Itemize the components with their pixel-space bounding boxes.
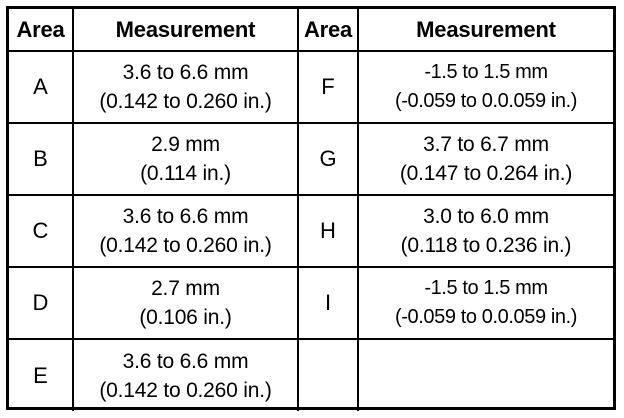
table-row: A 3.6 to 6.6 mm (0.142 to 0.260 in.) F -…: [9, 50, 613, 124]
measurement-cell: 3.7 to 6.7 mm (0.147 to 0.264 in.): [357, 122, 613, 196]
table-row: B 2.9 mm (0.114 in.) G 3.7 to 6.7 mm (0.…: [9, 122, 613, 196]
imperial-value: (0.118 to 0.236 in.): [400, 234, 572, 257]
measurement-cell: 2.9 mm (0.114 in.): [72, 122, 299, 196]
area-cell: E: [9, 338, 74, 411]
metric-value: 3.6 to 6.6 mm: [122, 349, 249, 373]
header-measurement-left: Measurement: [72, 9, 299, 52]
measurement-table-frame: Area Measurement Area Measurement A 3.6 …: [6, 6, 616, 411]
imperial-value: (-0.059 to 0.0.059 in.): [394, 306, 578, 328]
metric-value: -1.5 to 1.5 mm: [424, 61, 548, 83]
header-area-left: Area: [9, 9, 74, 52]
empty-area-cell: [297, 338, 359, 411]
measurement-cell: 3.6 to 6.6 mm (0.142 to 0.260 in.): [72, 194, 299, 268]
measurement-cell: 3.6 to 6.6 mm (0.142 to 0.260 in.): [72, 338, 299, 411]
measurement-cell: 2.7 mm (0.106 in.): [72, 266, 299, 340]
imperial-value: (0.106 in.): [139, 306, 232, 329]
header-area-right: Area: [297, 9, 359, 52]
metric-value: 2.9 mm: [151, 133, 220, 156]
imperial-value: (0.142 to 0.260 in.): [99, 90, 272, 113]
metric-value: 3.7 to 6.7 mm: [423, 133, 549, 156]
empty-measurement-cell: [357, 338, 613, 411]
measurement-cell: -1.5 to 1.5 mm (-0.059 to 0.0.059 in.): [357, 266, 613, 340]
metric-value: 3.0 to 6.0 mm: [423, 205, 549, 228]
metric-value: -1.5 to 1.5 mm: [424, 277, 548, 299]
measurement-table: Area Measurement Area Measurement A 3.6 …: [9, 9, 613, 411]
table-row: C 3.6 to 6.6 mm (0.142 to 0.260 in.) H 3…: [9, 194, 613, 268]
imperial-value: (0.142 to 0.260 in.): [99, 378, 272, 402]
metric-value: 3.6 to 6.6 mm: [122, 61, 249, 84]
area-cell: F: [297, 50, 359, 124]
table-row: E 3.6 to 6.6 mm (0.142 to 0.260 in.): [9, 338, 613, 411]
imperial-value: (0.147 to 0.264 in.): [399, 162, 573, 185]
area-cell: C: [9, 194, 74, 268]
header-measurement-right: Measurement: [357, 9, 613, 52]
area-cell: D: [9, 266, 74, 340]
area-cell: H: [297, 194, 359, 268]
table-header-row: Area Measurement Area Measurement: [9, 9, 613, 52]
area-cell: I: [297, 266, 359, 340]
measurement-cell: 3.0 to 6.0 mm (0.118 to 0.236 in.): [357, 194, 613, 268]
area-cell: A: [9, 50, 74, 124]
measurement-cell: 3.6 to 6.6 mm (0.142 to 0.260 in.): [72, 50, 299, 124]
metric-value: 2.7 mm: [151, 277, 220, 300]
imperial-value: (0.114 in.): [140, 162, 231, 185]
area-cell: G: [297, 122, 359, 196]
table-row: D 2.7 mm (0.106 in.) I -1.5 to 1.5 mm (-…: [9, 266, 613, 340]
imperial-value: (0.142 to 0.260 in.): [99, 234, 272, 257]
metric-value: 3.6 to 6.6 mm: [122, 205, 249, 228]
measurement-cell: -1.5 to 1.5 mm (-0.059 to 0.0.059 in.): [357, 50, 613, 124]
area-cell: B: [9, 122, 74, 196]
imperial-value: (-0.059 to 0.0.059 in.): [394, 90, 578, 112]
